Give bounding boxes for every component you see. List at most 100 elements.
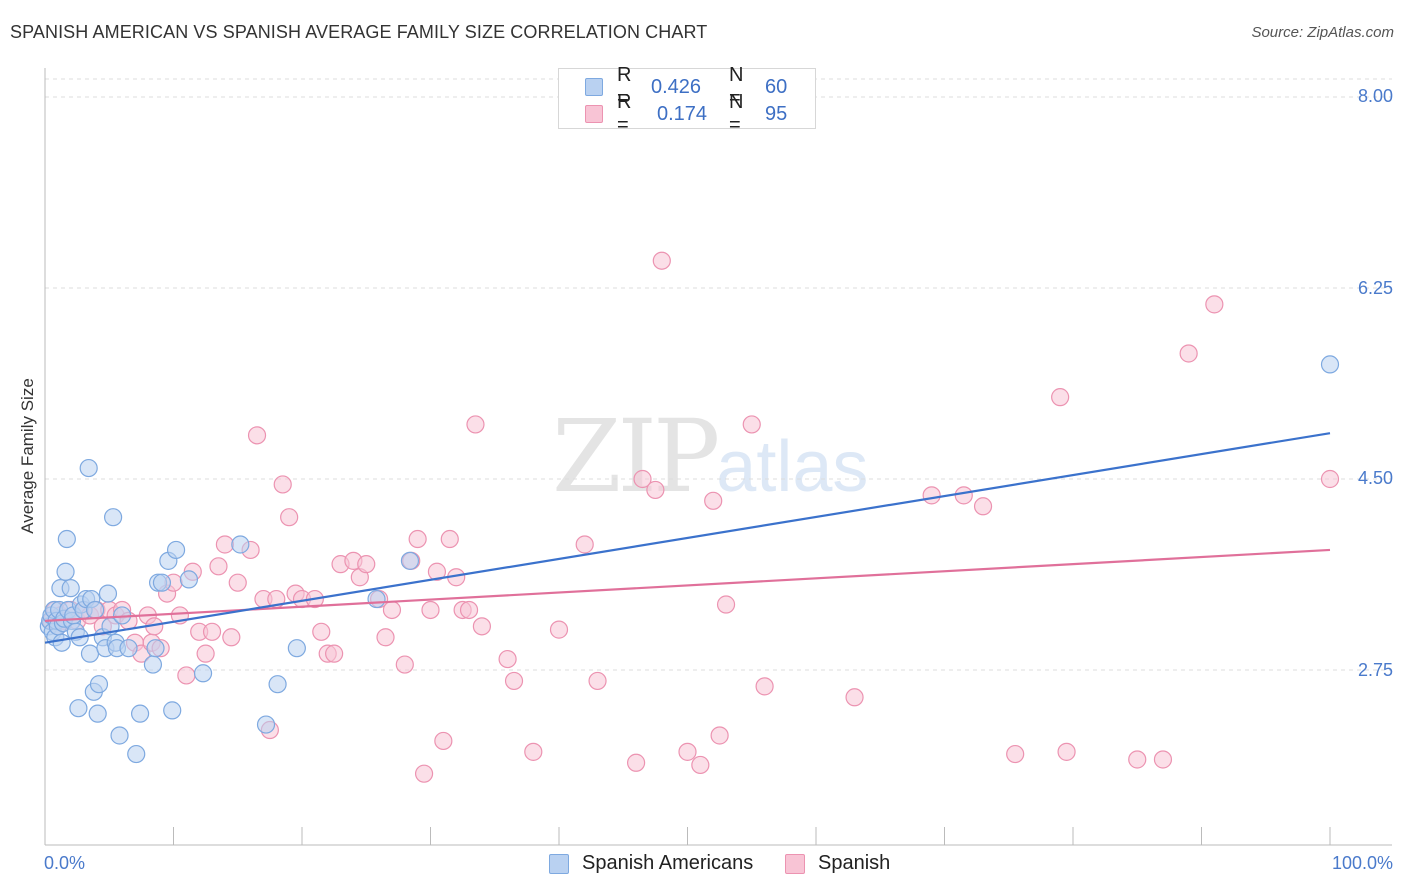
data-point <box>742 415 761 434</box>
data-point <box>228 573 247 592</box>
legend-r-label: R = <box>617 64 632 109</box>
data-point <box>143 655 163 674</box>
data-point <box>434 731 453 751</box>
data-point <box>69 699 88 718</box>
y-tick-label: 2.75 <box>1357 660 1393 680</box>
data-point <box>845 688 864 707</box>
data-point <box>524 742 543 761</box>
y-tick-label: 8.00 <box>1357 86 1393 106</box>
data-point <box>716 595 736 614</box>
data-point <box>177 666 196 685</box>
data-point <box>376 628 395 647</box>
legend-r-value: 0.426 <box>651 75 702 98</box>
watermark-atlas: atlas <box>716 427 869 507</box>
data-point <box>652 251 671 270</box>
data-point <box>280 508 299 527</box>
data-point <box>646 480 665 500</box>
grid-lines <box>45 78 1392 671</box>
data-point <box>1051 388 1070 407</box>
data-point <box>209 557 228 576</box>
spanish-points <box>42 251 1340 783</box>
chart-title: SPANISH AMERICAN VS SPANISH AVERAGE FAMI… <box>10 22 708 42</box>
data-point <box>357 555 376 574</box>
legend-r-label: R = <box>617 91 632 136</box>
data-point <box>215 535 234 554</box>
data-point <box>755 677 774 696</box>
data-point <box>1128 750 1147 769</box>
data-point <box>472 617 491 636</box>
data-point <box>179 570 199 589</box>
legend-swatch-blue <box>585 78 603 96</box>
data-point <box>382 600 402 620</box>
data-point <box>110 726 129 745</box>
data-point <box>61 579 80 598</box>
data-point <box>52 633 71 652</box>
legend-n-value: 95 <box>765 102 788 125</box>
data-point <box>704 491 723 510</box>
data-point <box>80 644 100 663</box>
series-label: Spanish Americans <box>582 852 754 874</box>
data-point <box>325 644 344 663</box>
data-point <box>588 671 607 691</box>
data-point <box>79 458 98 478</box>
data-point <box>202 622 222 641</box>
data-point <box>163 701 182 720</box>
data-point <box>98 584 118 603</box>
data-point <box>146 639 165 658</box>
data-point <box>575 535 594 554</box>
data-point <box>268 675 287 694</box>
data-point <box>922 486 941 505</box>
data-point <box>954 486 973 505</box>
watermark-zip: ZIP <box>552 398 720 515</box>
trend-line-spanish-americans <box>44 432 1331 644</box>
data-point <box>119 639 138 658</box>
data-point <box>196 644 215 663</box>
data-point <box>1057 742 1076 761</box>
x-tick-label-max: 100.0% <box>1331 853 1393 873</box>
data-point <box>459 600 479 620</box>
data-point <box>440 529 459 549</box>
data-point <box>287 639 306 658</box>
trend-line-spanish <box>44 548 1331 622</box>
data-point <box>1153 750 1173 769</box>
data-point <box>57 529 76 549</box>
data-point <box>678 742 697 761</box>
legend-n-label: N = <box>729 91 744 136</box>
data-point <box>691 755 710 775</box>
data-point <box>710 726 729 745</box>
x-tick-label-min: 0.0% <box>44 853 86 873</box>
data-point <box>86 600 105 620</box>
data-point <box>1320 355 1340 374</box>
data-point <box>193 664 213 683</box>
data-point <box>273 475 292 494</box>
data-point <box>89 675 109 694</box>
data-point <box>256 715 276 734</box>
data-point <box>1320 469 1340 489</box>
data-point <box>88 704 107 723</box>
y-tick-label: 4.50 <box>1357 468 1393 488</box>
data-point <box>414 764 434 783</box>
y-axis-label: Average Family Size <box>18 378 37 534</box>
data-point <box>312 622 331 641</box>
correlation-legend: R = 0.426 N = 60 R = 0.174 N = 95 <box>558 64 816 136</box>
data-point <box>1179 344 1198 363</box>
data-point <box>504 671 524 691</box>
data-point <box>400 551 420 570</box>
data-point <box>56 562 75 581</box>
data-point <box>408 529 427 549</box>
trend-lines <box>44 432 1331 644</box>
legend-r-value: 0.174 <box>657 102 708 125</box>
data-point <box>130 704 150 723</box>
data-point <box>466 415 485 434</box>
legend-swatch-pink <box>585 105 603 123</box>
data-point <box>1205 295 1224 314</box>
data-point <box>127 744 146 764</box>
data-point <box>973 497 993 516</box>
legend-n-label: N = <box>729 64 744 109</box>
data-point <box>395 655 414 674</box>
series-label: Spanish <box>818 852 891 874</box>
watermark: ZIPatlas <box>552 398 868 515</box>
data-point <box>222 628 241 647</box>
data-point <box>247 426 267 445</box>
data-point <box>166 540 186 560</box>
